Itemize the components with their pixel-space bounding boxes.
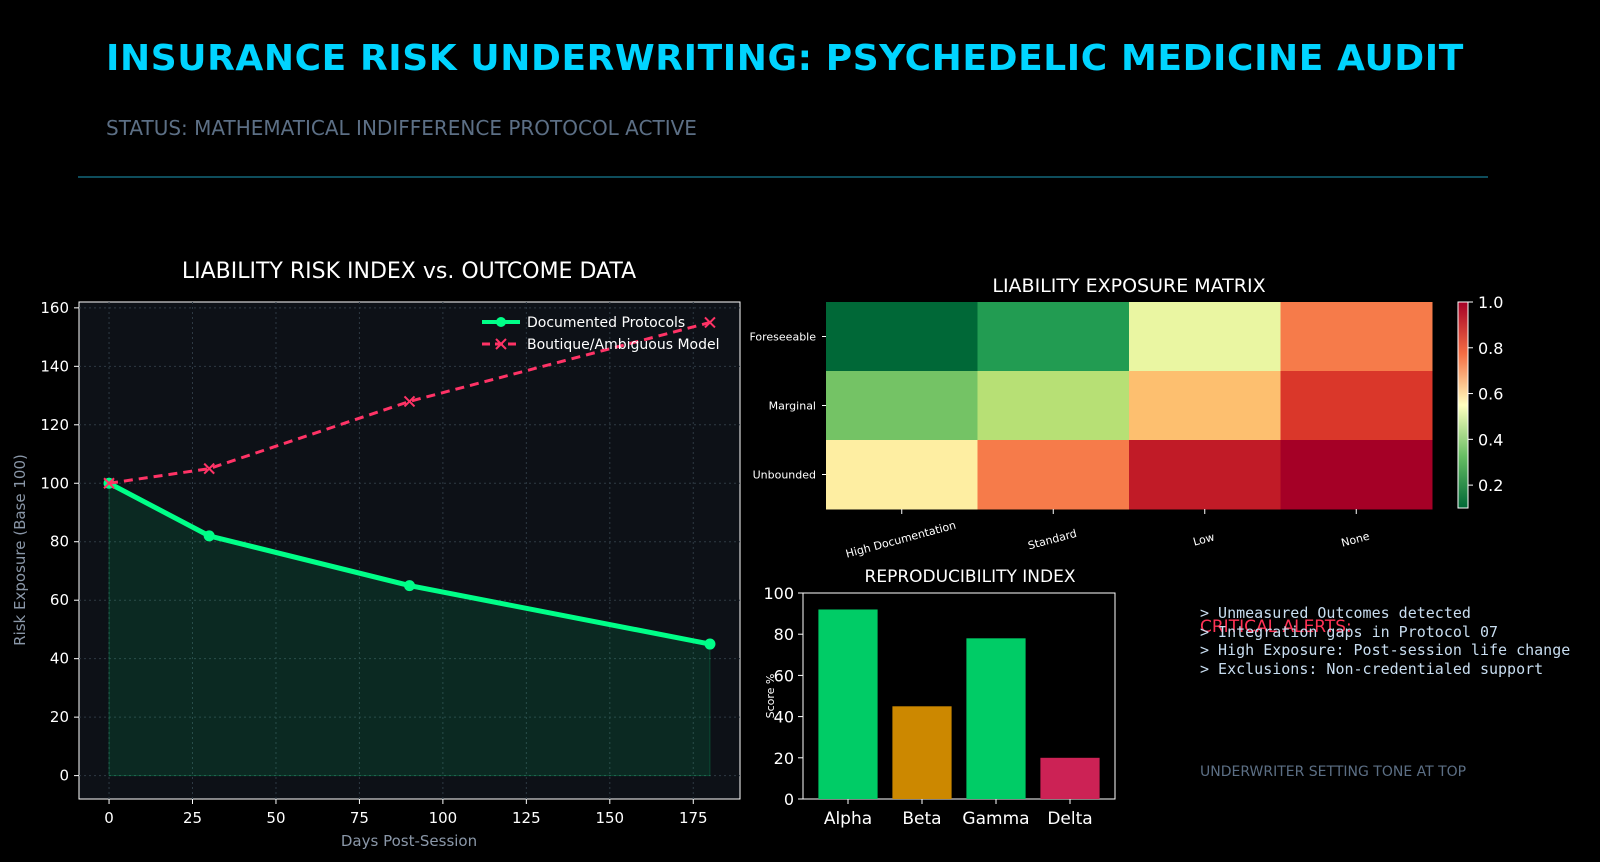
heatmap-x-label: Standard <box>1026 527 1078 553</box>
bar-y-tick-label: 20 <box>774 749 794 768</box>
heatmap-cell <box>977 371 1130 441</box>
heatmap-title: LIABILITY EXPOSURE MATRIX <box>992 275 1265 297</box>
data-point <box>704 316 716 329</box>
heatmap-cell <box>1129 302 1281 372</box>
alert-item: > Exclusions: Non-credentialed support <box>1200 659 1544 678</box>
critical-alerts-panel: CRITICAL ALERTS: > Unmeasured Outcomes d… <box>1200 604 1570 678</box>
legend-boutique-marker <box>495 338 507 350</box>
x-tick-label: 75 <box>350 809 369 827</box>
underwriter-note: UNDERWRITER SETTING TONE AT TOP <box>1200 764 1467 780</box>
bar <box>1040 757 1100 799</box>
y-tick-label: 100 <box>40 474 69 492</box>
bar <box>892 706 952 799</box>
heatmap-colorbar <box>1457 301 1469 509</box>
bar-category-label: Delta <box>1047 809 1092 829</box>
heatmap-y-label: Foreseeable <box>749 331 816 344</box>
series-line-1 <box>108 321 711 485</box>
heatmap-chart: LIABILITY EXPOSURE MATRIX Foreseeable Mar… <box>749 275 1503 561</box>
x-tick-label: 150 <box>595 809 624 827</box>
line-chart-series-layer <box>103 316 716 650</box>
line-chart-xlabel: Days Post-Session <box>341 832 477 850</box>
line-chart-plot-area <box>78 301 741 800</box>
bar-chart: REPRODUCIBILITY INDEX Alpha Beta Gamma Delt… <box>763 567 1116 829</box>
heatmap-cell <box>1280 440 1433 510</box>
bar-chart-ticks: Alpha Beta Gamma Delta 0 20 40 60 80 100 <box>763 584 1092 829</box>
y-tick-label: 140 <box>40 357 69 375</box>
bar-y-tick-label: 100 <box>763 584 794 603</box>
bar <box>966 638 1026 799</box>
bar-chart-ylabel: Score % <box>764 674 777 719</box>
line-chart: 0 25 50 75 100 125 150 175 0 20 40 60 80 100 120 140 160… <box>11 259 741 850</box>
series-line-0 <box>107 481 711 647</box>
heatmap-cells <box>826 302 1433 510</box>
critical-alerts-list: > Unmeasured Outcomes detected > Integra… <box>1200 604 1570 678</box>
y-tick-label: 20 <box>50 708 69 726</box>
data-point <box>704 638 716 650</box>
heatmap-x-label: High Documentation <box>844 519 957 561</box>
data-point <box>203 530 215 542</box>
data-point <box>404 580 415 592</box>
y-tick-label: 40 <box>50 650 69 668</box>
bar-y-tick-label: 80 <box>774 625 794 644</box>
data-point <box>103 477 115 489</box>
x-tick-label: 100 <box>429 809 458 827</box>
colorbar-tick-label: 0.2 <box>1478 476 1503 495</box>
heatmap-cell <box>977 302 1130 372</box>
heatmap-cell <box>826 440 978 510</box>
line-chart-title: LIABILITY RISK INDEX vs. OUTCOME DATA <box>182 259 636 284</box>
legend-documented-label: Documented Protocols <box>527 315 685 331</box>
line-chart-grid <box>79 302 740 799</box>
line-chart-ticks: 0 25 50 75 100 125 150 175 0 20 40 60 80 100 120 140 160 <box>40 299 707 827</box>
heatmap-cell <box>826 302 978 372</box>
x-tick-label: 50 <box>266 809 285 827</box>
bar-y-tick-label: 0 <box>784 790 794 809</box>
heatmap-cell <box>1280 302 1433 372</box>
bar-y-tick-label: 60 <box>774 666 794 685</box>
heatmap-cell <box>1280 371 1433 441</box>
page-title: INSURANCE RISK UNDERWRITING: PSYCHEDELIC… <box>106 38 1464 79</box>
y-tick-label: 60 <box>50 591 69 609</box>
x-tick-label: 25 <box>183 809 202 827</box>
colorbar-tick-label: 0.4 <box>1478 430 1503 449</box>
y-tick-label: 80 <box>50 533 69 551</box>
y-tick-label: 160 <box>40 299 69 317</box>
bar-category-label: Gamma <box>962 809 1029 829</box>
bar-category-label: Alpha <box>824 809 872 829</box>
heatmap-x-label: Low <box>1192 531 1216 549</box>
alert-item: > Integration gaps in Protocol 07 <box>1200 622 1499 641</box>
data-point <box>403 395 416 408</box>
colorbar-tick-label: 1.0 <box>1478 293 1503 312</box>
heatmap-cell <box>826 371 978 441</box>
heatmap-y-label: Unbounded <box>753 469 816 482</box>
x-tick-label: 0 <box>104 809 114 827</box>
colorbar-tick-label: 0.6 <box>1478 385 1503 404</box>
bar-chart-bars <box>818 609 1100 799</box>
line-chart-ylabel: Risk Exposure (Base 100) <box>11 454 29 646</box>
heatmap-cell <box>1129 440 1281 510</box>
bar-chart-title: REPRODUCIBILITY INDEX <box>865 567 1076 587</box>
legend-documented-marker <box>496 317 506 327</box>
heatmap-y-label: Marginal <box>769 400 816 413</box>
alert-item: > High Exposure: Post-session life chang… <box>1200 641 1571 659</box>
legend-boutique-label: Boutique/Ambiguous Model <box>527 337 719 353</box>
colorbar-tick-label: 0.8 <box>1478 339 1503 358</box>
heatmap-cell <box>977 440 1130 510</box>
y-tick-label: 120 <box>40 416 69 434</box>
x-tick-label: 175 <box>679 809 708 827</box>
header-divider <box>78 176 1488 178</box>
x-tick-label: 125 <box>512 809 541 827</box>
heatmap-x-label: None <box>1340 530 1371 550</box>
heatmap-cell <box>1129 371 1281 441</box>
line-chart-legend: Documented Protocols Boutique/Ambiguous … <box>482 315 719 353</box>
critical-alerts-title: CRITICAL ALERTS: <box>1200 617 1352 637</box>
bar-category-label: Beta <box>902 809 941 829</box>
status-line: STATUS: MATHEMATICAL INDIFFERENCE PROTOC… <box>106 116 697 140</box>
bar-y-tick-label: 40 <box>774 708 794 727</box>
data-point <box>203 462 215 475</box>
alert-item: > Unmeasured Outcomes detected <box>1200 604 1471 622</box>
heatmap-colorbar-ticks: 0.2 0.4 0.6 0.8 1.0 <box>1468 293 1503 495</box>
bar <box>818 609 878 799</box>
y-tick-label: 0 <box>59 767 69 785</box>
